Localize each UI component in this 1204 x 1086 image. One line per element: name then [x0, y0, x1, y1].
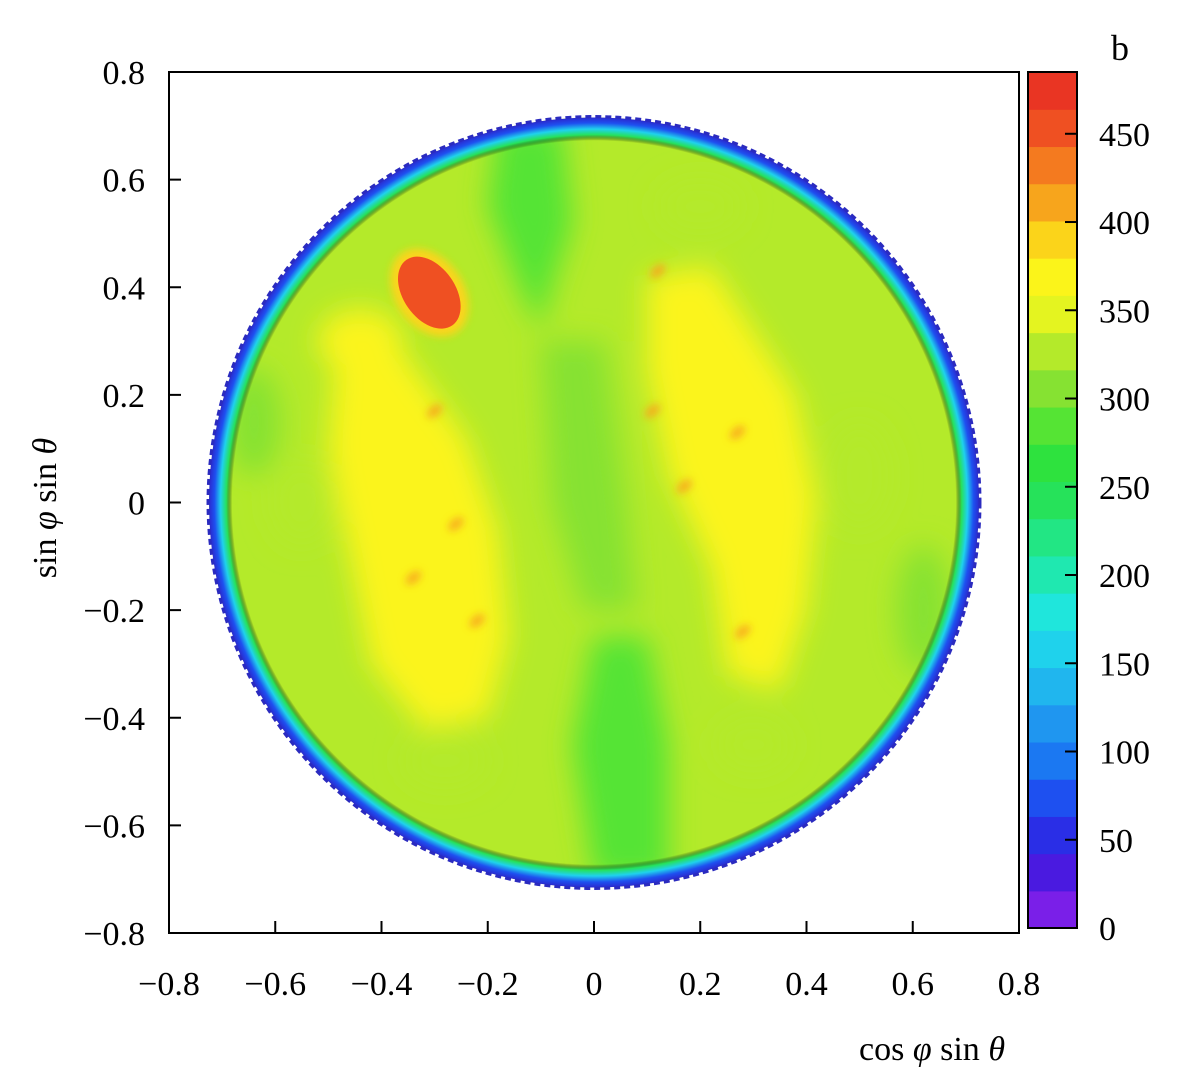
plot-area [206, 115, 982, 890]
distribution-disk [206, 115, 982, 890]
x-tick-label: 0.6 [892, 966, 935, 1003]
y-axis-label: sin φ sin θ [27, 438, 64, 578]
y-tick-label: −0.2 [83, 593, 145, 630]
colorbar-band [1028, 146, 1077, 185]
colorbar-band [1028, 630, 1077, 669]
colorbar-band [1028, 258, 1077, 296]
colorbar-band [1028, 183, 1077, 222]
colorbar-band [1028, 853, 1077, 892]
x-tick-label: 0.2 [679, 966, 722, 1003]
y-tick-label: 0.4 [103, 270, 146, 307]
colorbar-band [1028, 332, 1077, 371]
x-axis-ticks: −0.8 −0.6 −0.4 −0.2 0 0.2 0.4 0.6 0.8 [138, 921, 1040, 1003]
colorbar-tick-label: 50 [1099, 823, 1133, 860]
colorbar-band [1028, 816, 1077, 855]
colorbar-band [1028, 518, 1077, 557]
colorbar-bands [1028, 72, 1077, 929]
colorbar: 0 50 100 150 200 250 300 350 400 450 b [1027, 28, 1150, 948]
y-axis-ticks: −0.8 −0.6 −0.4 −0.2 0 0.2 0.4 0.6 0.8 [83, 55, 181, 953]
x-tick-label: −0.4 [351, 966, 413, 1003]
colorbar-tick-label: 150 [1099, 646, 1150, 683]
colorbar-band [1028, 704, 1077, 743]
x-tick-label: 0.8 [998, 966, 1041, 1003]
colorbar-band [1028, 593, 1077, 631]
colorbar-ticks: 0 50 100 150 200 250 300 350 400 450 [1065, 117, 1150, 948]
colorbar-tick-label: 100 [1099, 735, 1150, 772]
x-tick-label: 0.4 [785, 966, 828, 1003]
colorbar-band [1028, 369, 1077, 408]
y-tick-label: 0 [128, 486, 145, 523]
x-tick-label: −0.2 [457, 966, 519, 1003]
colorbar-tick-label: 400 [1099, 205, 1150, 242]
x-tick-label: −0.8 [138, 966, 200, 1003]
y-tick-label: −0.6 [83, 808, 145, 845]
colorbar-tick-label: 250 [1099, 470, 1150, 507]
colorbar-band [1028, 890, 1077, 929]
colorbar-band [1028, 406, 1077, 445]
colorbar-band [1028, 444, 1077, 482]
y-tick-label: −0.4 [83, 701, 145, 738]
colorbar-tick-label: 0 [1099, 911, 1116, 948]
y-tick-label: 0.2 [103, 378, 146, 415]
colorbar-title: b [1111, 28, 1129, 68]
x-tick-label: −0.6 [244, 966, 306, 1003]
colorbar-tick-label: 300 [1099, 382, 1150, 419]
colorbar-band [1028, 109, 1077, 148]
colorbar-tick-label: 200 [1099, 558, 1150, 595]
colorbar-band [1028, 295, 1077, 334]
disk-edge [206, 115, 982, 890]
colorbar-tick-label: 450 [1099, 117, 1150, 154]
y-tick-label: 0.6 [103, 163, 146, 200]
disk-rim [209, 117, 979, 888]
colorbar-band [1028, 667, 1077, 706]
x-tick-label: 0 [586, 966, 603, 1003]
colorbar-band [1028, 779, 1077, 817]
colorbar-band [1028, 220, 1077, 259]
y-tick-label: 0.8 [103, 55, 146, 92]
colorbar-frame [1027, 71, 1078, 929]
x-axis-label: cos φ sin θ [859, 1031, 1005, 1068]
colorbar-band [1028, 741, 1077, 780]
colorbar-band [1028, 72, 1077, 110]
y-tick-label: −0.8 [83, 916, 145, 953]
colorbar-tick-label: 350 [1099, 293, 1150, 330]
